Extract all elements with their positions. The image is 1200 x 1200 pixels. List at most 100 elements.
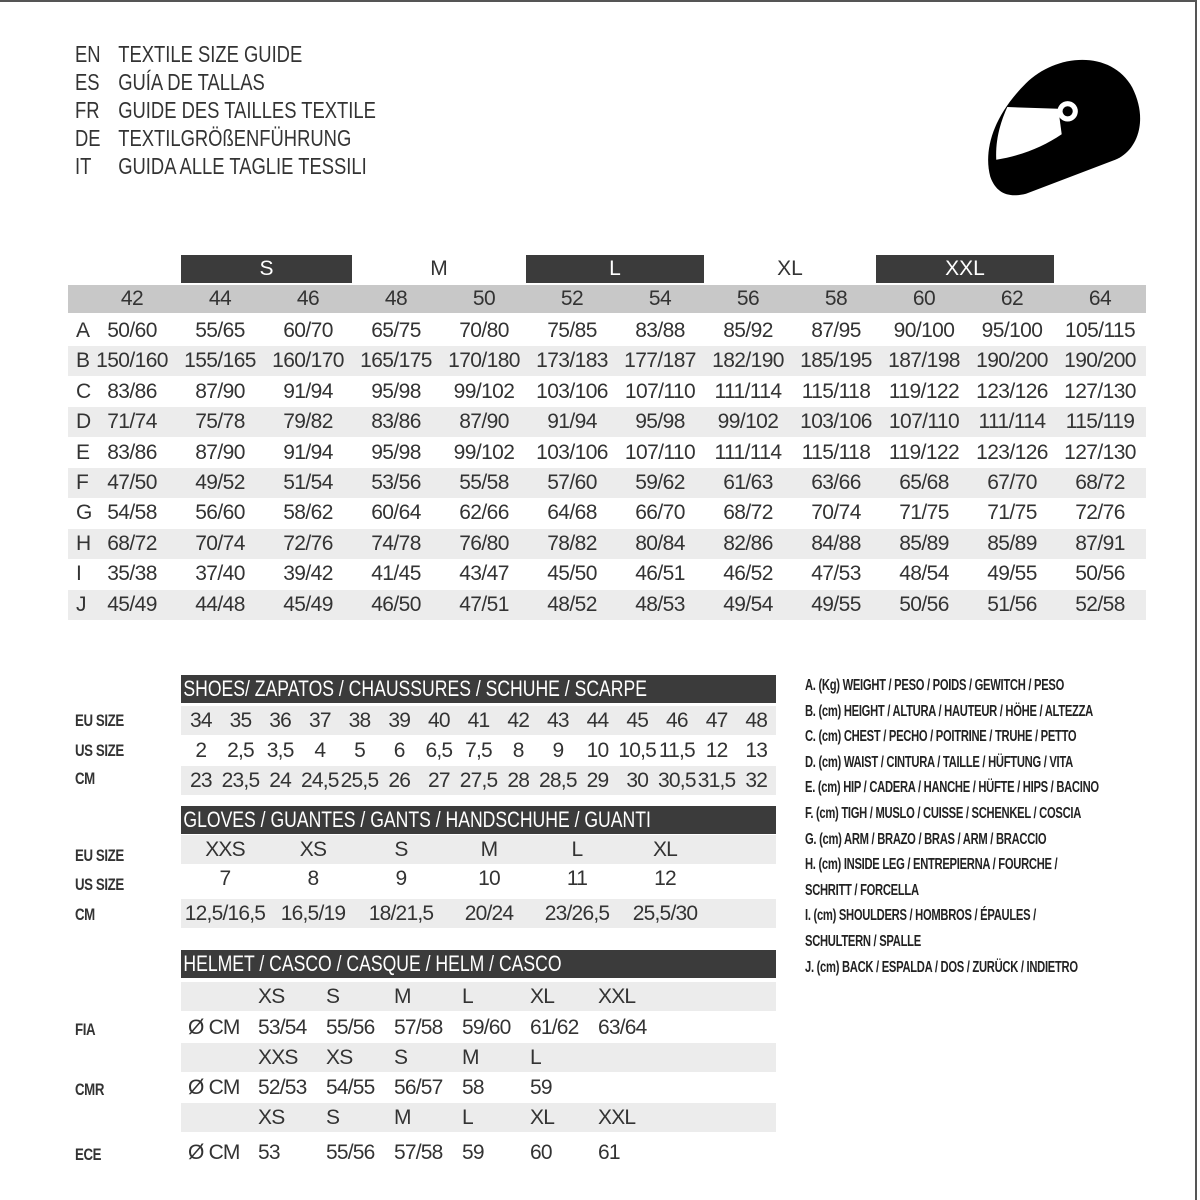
size-cell: S — [326, 985, 340, 1008]
table-cell: 47 — [705, 709, 729, 732]
table-cell: 23,5 — [221, 769, 260, 792]
table-cell: 72/76 — [283, 531, 333, 555]
eu-size: 58 — [824, 287, 848, 310]
table-cell: 95/98 — [371, 440, 421, 464]
value-cell: 52/53 — [258, 1076, 307, 1099]
section-title: SHOES/ ZAPATOS / CHAUSSURES / SCHUHE / S… — [183, 676, 647, 701]
table-cell: 37/40 — [195, 562, 245, 586]
table-cell: 60/64 — [371, 501, 421, 525]
table-cell: 5 — [354, 739, 366, 762]
table-cell: 87/90 — [195, 440, 245, 464]
helmet-value-row: Ø CM 52/53 54/55 56/57 58 59 — [181, 1073, 776, 1102]
helmet-size-row: XS S M L XL XXL — [181, 982, 776, 1011]
eu-size: 54 — [648, 287, 672, 310]
title-text: GUIDE DES TAILLES TEXTILE — [118, 97, 376, 123]
table-cell: 87/91 — [1075, 531, 1125, 555]
table-cell: 48/54 — [899, 562, 949, 586]
table-cell: 71/75 — [899, 501, 949, 525]
helmet-icon — [988, 59, 1141, 196]
table-cell: 10 — [586, 739, 610, 762]
table-cell: 9 — [552, 739, 564, 762]
table-cell: 70/74 — [195, 531, 245, 555]
table-cell: 20/24 — [464, 902, 514, 925]
legend-item: B. (cm) HEIGHT / ALTURA / HAUTEUR / HÖHE… — [805, 702, 1093, 720]
table-cell: 79/82 — [283, 410, 333, 434]
table-cell: 23 — [189, 769, 213, 792]
title-line: EN TEXTILE SIZE GUIDE — [75, 40, 376, 68]
size-cell: M — [462, 1046, 480, 1069]
size-cell: XS — [258, 1106, 285, 1129]
table-cell: 64/68 — [547, 501, 597, 525]
size-cell: L — [462, 985, 474, 1008]
row-label: F — [76, 471, 89, 494]
table-cell: 103/106 — [536, 379, 608, 403]
table-cell: 55/65 — [195, 319, 245, 342]
table-cell: 31,5 — [697, 769, 736, 792]
size-cell: M — [394, 1106, 412, 1129]
size-cell: XS — [326, 1046, 353, 1069]
letter-size-band: XXL — [876, 255, 1054, 283]
table-cell: 51/56 — [987, 592, 1037, 616]
table-cell: 39 — [388, 709, 411, 732]
table-cell: 6,5 — [425, 739, 453, 762]
table-cell: 87/95 — [811, 319, 861, 342]
table-cell: 50/56 — [899, 592, 949, 616]
table-cell: 24,5 — [301, 769, 339, 792]
legend-item: F. (cm) TIGH / MUSLO / CUISSE / SCHENKEL… — [805, 804, 1082, 822]
table-cell: 87/90 — [459, 410, 509, 434]
row-label — [68, 285, 88, 313]
table-cell: 10,5 — [618, 739, 657, 762]
size-cell: XXS — [258, 1046, 298, 1069]
row-label: C — [76, 379, 91, 403]
table-row: 12,5/16,5 16,5/19 18/21,5 20/24 23/26,5 25,5/… — [181, 899, 776, 928]
legend-item: C. (cm) CHEST / PECHO / POITRINE / TRUHE… — [805, 728, 1077, 746]
table-cell: 91/94 — [547, 410, 597, 434]
table-cell: 32 — [745, 769, 768, 792]
table-cell: 34 — [189, 709, 213, 732]
legend-item: E. (cm) HIP / CADERA / HANCHE / HÜFTE / … — [805, 779, 1099, 797]
table-cell: 83/88 — [635, 319, 685, 342]
title-block: EN TEXTILE SIZE GUIDE ES GUÍA DE TALLAS FR GU… — [75, 40, 451, 180]
table-row: G 54/58 56/60 58/62 60/64 62/66 64/68 66/70 68/7… — [68, 498, 1146, 528]
title-text: GUÍA DE TALLAS — [118, 69, 265, 95]
table-row: 2 2,5 3,5 4 5 6 6,5 7,5 8 9 10 10,5 11,5 12 13 — [181, 736, 776, 765]
table-cell: 70/80 — [459, 319, 509, 342]
standard-label: FIA — [75, 1020, 96, 1039]
size-cell: M — [394, 985, 412, 1008]
table-cell: 119/122 — [888, 440, 960, 464]
table-cell: 43/47 — [459, 562, 509, 586]
table-cell: 50/56 — [1075, 562, 1125, 586]
table-row: H 68/72 70/74 72/76 74/78 76/80 78/82 80/84 82/8… — [68, 528, 1146, 559]
value-cell: 57/58 — [394, 1141, 443, 1164]
value-cell: 61 — [598, 1141, 621, 1164]
table-cell: 68/72 — [1075, 471, 1125, 494]
row-label: CM — [75, 905, 95, 924]
section-header: SHOES/ ZAPATOS / CHAUSSURES / SCHUHE / S… — [181, 675, 776, 703]
table-cell: 37 — [308, 709, 332, 732]
legend-item: A. (Kg) WEIGHT / PESO / POIDS / GEWITCH … — [805, 677, 1065, 694]
table-cell: 12 — [654, 867, 677, 890]
table-cell: 36 — [269, 709, 292, 732]
table-row: 7 8 9 10 11 12 — [181, 864, 776, 893]
table-cell: XXS — [205, 838, 245, 861]
row-label: B — [76, 349, 90, 373]
table-cell: 46 — [666, 709, 689, 732]
value-cell: 59/60 — [462, 1016, 511, 1039]
table-cell: 49/52 — [195, 471, 245, 494]
table-cell: 187/198 — [888, 349, 960, 373]
table-cell: 170/180 — [448, 349, 520, 373]
legend-item: G. (cm) ARM / BRAZO / BRAS / ARM / BRACC… — [805, 830, 1047, 848]
table-cell: XS — [299, 838, 327, 861]
title-line: IT GUIDA ALLE TAGLIE TESSILI — [75, 152, 376, 180]
value-cell: 57/58 — [394, 1016, 443, 1039]
size-cell: XS — [258, 985, 285, 1008]
table-cell: 127/130 — [1064, 440, 1136, 464]
row-label: US SIZE — [75, 741, 124, 760]
legend-item: H. (cm) INSIDE LEG / ENTREPIERNA / FOURC… — [805, 856, 1058, 874]
table-cell: 45/49 — [283, 592, 333, 616]
value-cell: 53/54 — [258, 1016, 307, 1039]
value-cell: 58 — [462, 1076, 485, 1099]
spacer — [181, 1043, 258, 1072]
table-cell: 95/98 — [635, 410, 685, 434]
table-cell: 2 — [195, 739, 207, 762]
